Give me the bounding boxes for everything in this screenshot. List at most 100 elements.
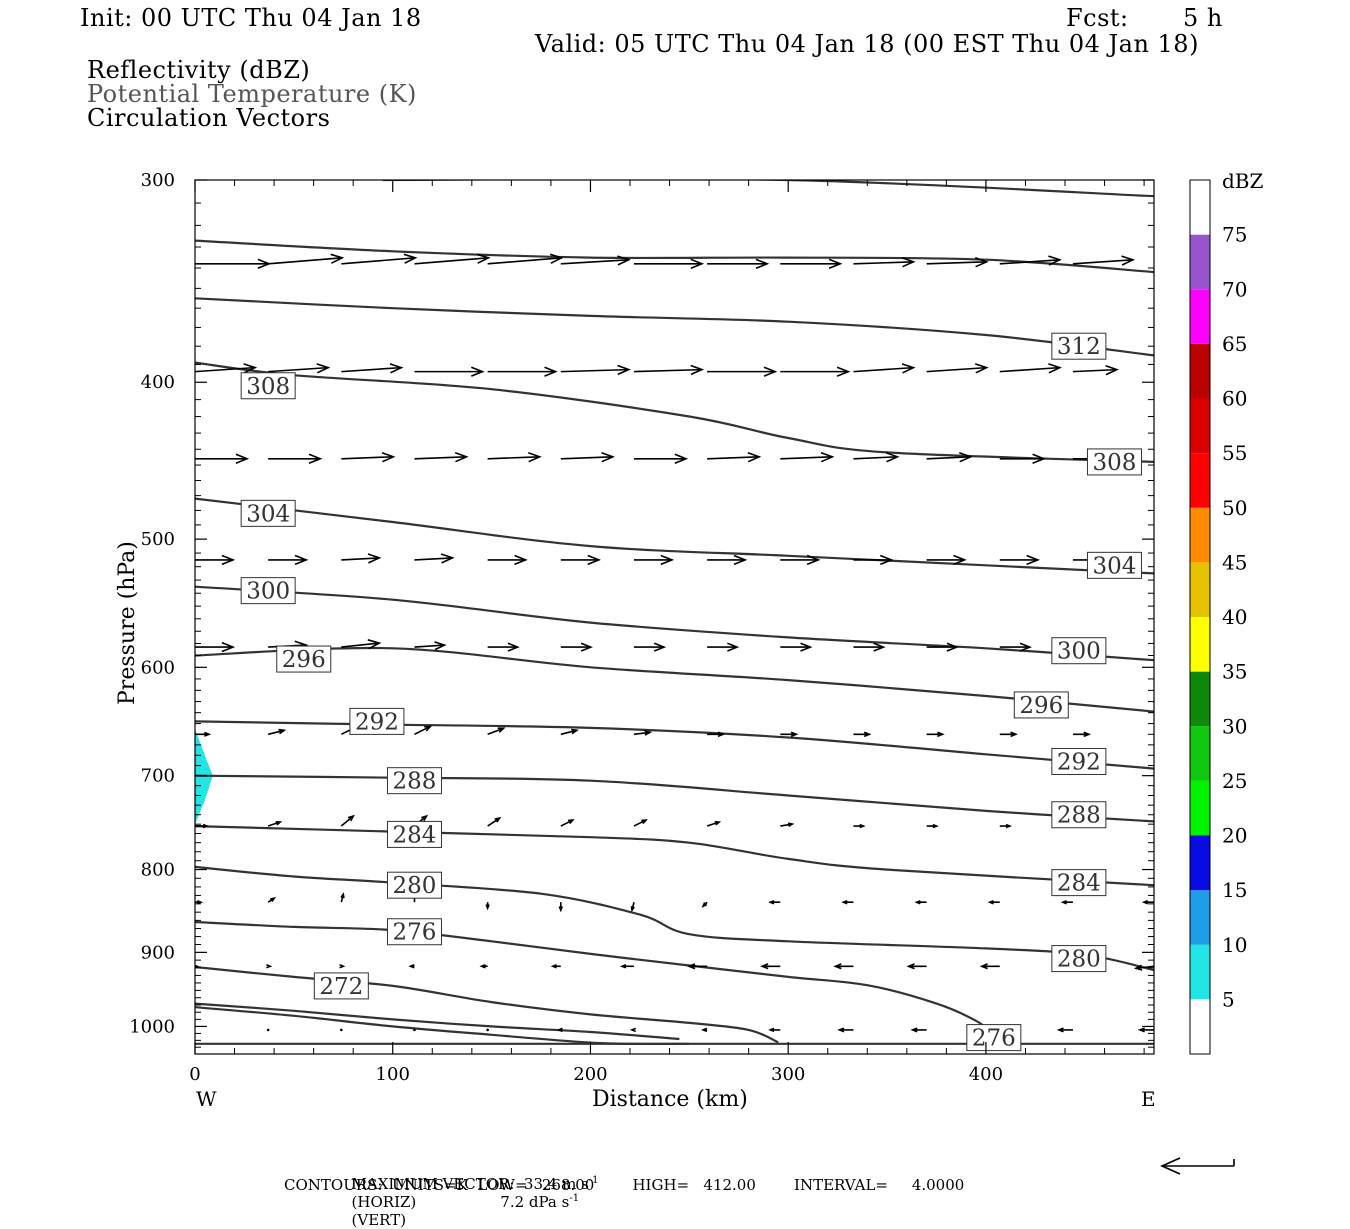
- circulation-vector: [268, 253, 345, 265]
- circulation-vector: [780, 258, 843, 270]
- vector-head: [367, 639, 382, 650]
- vector-head: [700, 1027, 708, 1033]
- colorbar-level-label: 70: [1222, 277, 1247, 301]
- circulation-vector: [707, 731, 726, 738]
- circulation-vector: [833, 963, 854, 970]
- circulation-vector: [780, 554, 821, 566]
- vector-head: [550, 964, 557, 969]
- contour-label: 284: [393, 822, 437, 848]
- vector-shaft: [633, 819, 647, 827]
- forecast-label: Fcst:: [1066, 4, 1129, 32]
- theta-contour-line: [195, 920, 997, 1037]
- vector-shaft: [560, 729, 577, 736]
- vector-head: [1137, 1027, 1145, 1033]
- colorbar-swatch: [1190, 671, 1210, 727]
- colorbar-swatch: [1190, 562, 1210, 617]
- theta-contour-line: [195, 497, 1154, 575]
- vector-head: [787, 822, 795, 827]
- circulation-vector: [914, 899, 927, 905]
- vector-head: [617, 255, 631, 266]
- circulation-vector: [268, 453, 323, 464]
- contour-label: 296: [1019, 693, 1063, 719]
- vector-head: [587, 554, 601, 566]
- vector-head: [1133, 964, 1143, 971]
- contour-label-box: [386, 871, 442, 899]
- contour-label: 280: [1057, 947, 1101, 973]
- circulation-vector: [780, 822, 795, 827]
- circulation-vector: [408, 964, 415, 969]
- vector-head: [403, 253, 418, 264]
- vector-shaft: [999, 366, 1060, 373]
- vector-shaft: [414, 557, 453, 561]
- vector-dot: [486, 1028, 489, 1032]
- vector-head: [195, 964, 200, 968]
- circulation-vector: [837, 1027, 854, 1033]
- vector-dot: [266, 1028, 270, 1032]
- circulation-vector: [1141, 899, 1154, 905]
- x-tick-label: 0: [189, 1064, 200, 1085]
- circulation-vector: [268, 363, 331, 374]
- circulation-vector: [195, 899, 204, 905]
- vector-head: [381, 452, 396, 463]
- colorbar-swatch: [1190, 289, 1210, 344]
- west-label: W: [196, 1087, 217, 1111]
- circulation-vector: [195, 453, 250, 464]
- x-axis-label: Distance (km): [592, 1087, 748, 1112]
- circulation-vector: [629, 1027, 637, 1033]
- vector-shaft: [414, 455, 467, 460]
- theta-contour-line: [195, 774, 1154, 823]
- colorbar-unit: dBZ: [1222, 169, 1264, 193]
- circulation-vector: [853, 554, 894, 566]
- circulation-vector: [926, 823, 939, 829]
- x-tick-label: 100: [376, 1064, 410, 1085]
- circulation-vectors: [195, 253, 1154, 1033]
- vector-shaft: [560, 455, 613, 460]
- vector-shaft: [999, 259, 1060, 265]
- vector-shaft: [633, 368, 702, 373]
- vector-head: [528, 452, 542, 463]
- circulation-vector: [560, 255, 631, 266]
- plot-frame: [194, 179, 1155, 1055]
- vector-head: [479, 964, 486, 969]
- vector-dot: [340, 1028, 343, 1032]
- vector-head: [507, 642, 520, 652]
- vector-dot: [413, 1028, 416, 1032]
- circulation-vector: [633, 258, 705, 270]
- vector-shaft: [341, 455, 394, 460]
- contour-label-box: [276, 645, 332, 673]
- vector-head: [644, 730, 653, 736]
- vector-shaft: [341, 366, 402, 373]
- circulation-vector: [266, 964, 273, 969]
- theta-contour-line: [195, 361, 1154, 463]
- circulation-vector: [195, 258, 272, 270]
- circulation-vector: [999, 363, 1062, 374]
- vector-shaft: [926, 366, 987, 373]
- circulation-vector: [341, 253, 418, 265]
- x-tick-label: 300: [771, 1064, 805, 1085]
- vector-head: [476, 253, 491, 264]
- x-tick-label: 200: [573, 1064, 607, 1085]
- circulation-vector: [700, 1027, 708, 1033]
- max-vector-horiz-text: MAXIMUM VECTOR: 33.4 m s: [351, 1175, 589, 1193]
- vector-head: [841, 899, 848, 905]
- circulation-vector: [633, 554, 675, 566]
- contour-label-box: [1051, 332, 1107, 360]
- vector-head: [434, 641, 447, 651]
- circulation-vector: [853, 363, 916, 374]
- circulation-vector: [195, 823, 210, 829]
- colorbar-level-label: 60: [1222, 387, 1247, 411]
- contour-label-box: [1051, 637, 1107, 665]
- theta-contour-line: [195, 865, 1154, 972]
- circulation-vector: [560, 728, 579, 736]
- circulation-vector: [853, 823, 866, 829]
- units-sup-2: -1: [569, 1193, 580, 1204]
- circulation-vector: [414, 253, 491, 265]
- vector-shaft: [341, 557, 380, 561]
- vector-head: [686, 963, 696, 970]
- vector-shaft: [341, 642, 380, 648]
- colorbar-level-label: 50: [1222, 496, 1247, 520]
- circulation-vector: [630, 901, 635, 913]
- circulation-vector: [853, 731, 872, 738]
- circulation-vector: [1137, 1027, 1154, 1033]
- vector-shaft: [414, 725, 431, 736]
